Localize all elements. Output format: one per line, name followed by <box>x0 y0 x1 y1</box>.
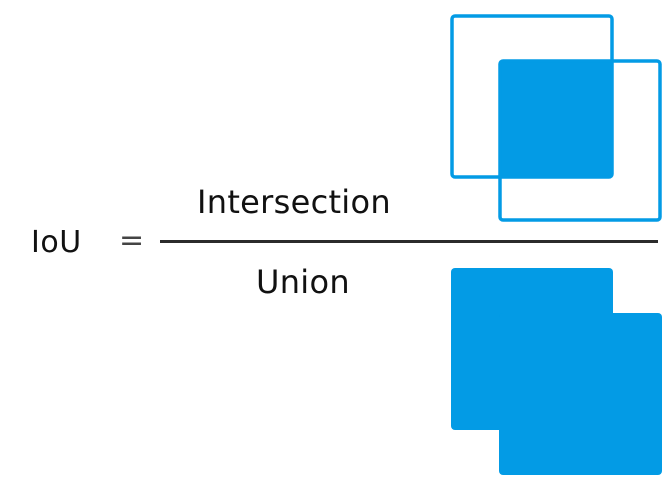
union-illustration <box>451 268 662 475</box>
intersection-fill <box>500 61 612 177</box>
intersection-illustration <box>450 14 662 222</box>
box-b-outline <box>498 59 662 222</box>
denominator-label: Union <box>256 263 350 301</box>
formula-lhs-label: IoU <box>31 225 82 260</box>
union-box-b <box>499 313 662 475</box>
fraction-bar <box>160 240 658 243</box>
numerator-label: Intersection <box>197 183 391 221</box>
equals-sign: = <box>119 223 145 258</box>
box-a-outline <box>450 14 614 179</box>
